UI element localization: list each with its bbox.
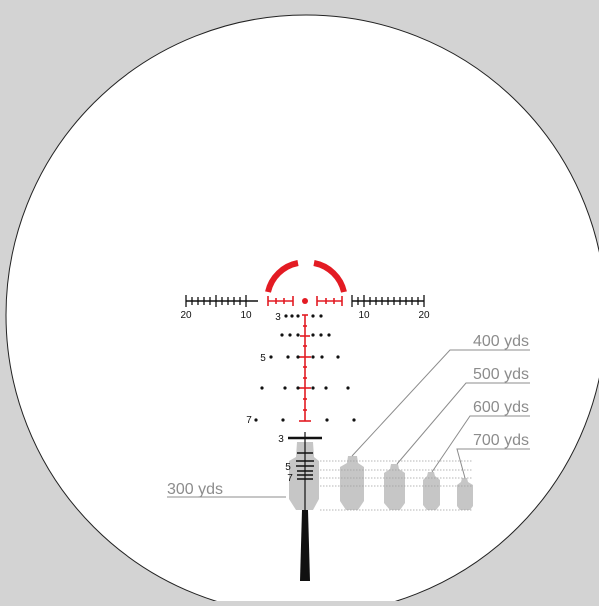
stadia-label-3: 3 [278,434,284,445]
reference-guides [320,460,473,511]
holdover-dot [254,418,258,422]
holdover-dot [284,314,288,318]
holdover-dot [296,386,300,390]
target-600 [423,472,440,510]
post-bar [300,510,310,581]
target-500 [384,464,405,510]
holdover-dot [296,355,300,359]
holdover-label-5: 5 [260,353,266,364]
scope-lens [5,14,599,606]
holdover-dot [325,418,329,422]
inner-windage-right [316,296,343,306]
holdover-dot [324,386,328,390]
holdover-dot [283,386,287,390]
scale-label-left-10: 10 [240,310,252,321]
callout-600: 600 yds [473,399,529,416]
callout-300: 300 yds [167,481,223,498]
holdover-dot [296,314,300,318]
red-vertical-stem [299,314,311,422]
holdover-dot [320,355,324,359]
center-dot [302,298,308,304]
callout-700: 700 yds [473,432,529,449]
callout-400: 400 yds [473,333,529,350]
holdover-dot [280,333,284,337]
holdover-dot [352,418,356,422]
holdover-dot [311,333,315,337]
callout-500: 500 yds [473,366,529,383]
holdover-label-3: 3 [275,312,281,323]
holdover-dot [311,355,315,359]
holdover-dot [319,314,323,318]
horseshoe [265,260,347,293]
holdover-dot [346,386,350,390]
target-300 [289,442,319,510]
windage-scale-left [185,295,258,307]
stadia-label-7: 7 [287,473,293,484]
stadia-label-5: 5 [285,462,291,473]
windage-scale-right [351,295,425,307]
holdover-dots [254,314,356,422]
target-400 [340,456,364,510]
holdover-label-7: 7 [246,415,252,426]
holdover-dot [336,355,340,359]
scale-label-left-20: 20 [180,310,192,321]
holdover-dot [296,333,300,337]
callout-leaders [167,349,530,498]
scale-label-right-10: 10 [358,310,370,321]
holdover-dot [327,333,331,337]
lower-stadia [288,432,322,510]
holdover-dot [260,386,264,390]
holdover-dot [290,314,294,318]
scale-label-right-20: 20 [418,310,430,321]
holdover-dot [286,355,290,359]
holdover-dot [288,333,292,337]
holdover-dot [281,418,285,422]
holdover-dot [319,333,323,337]
inner-windage-left [267,296,294,306]
holdover-dot [311,314,315,318]
holdover-dot [311,386,315,390]
holdover-dot [269,355,273,359]
